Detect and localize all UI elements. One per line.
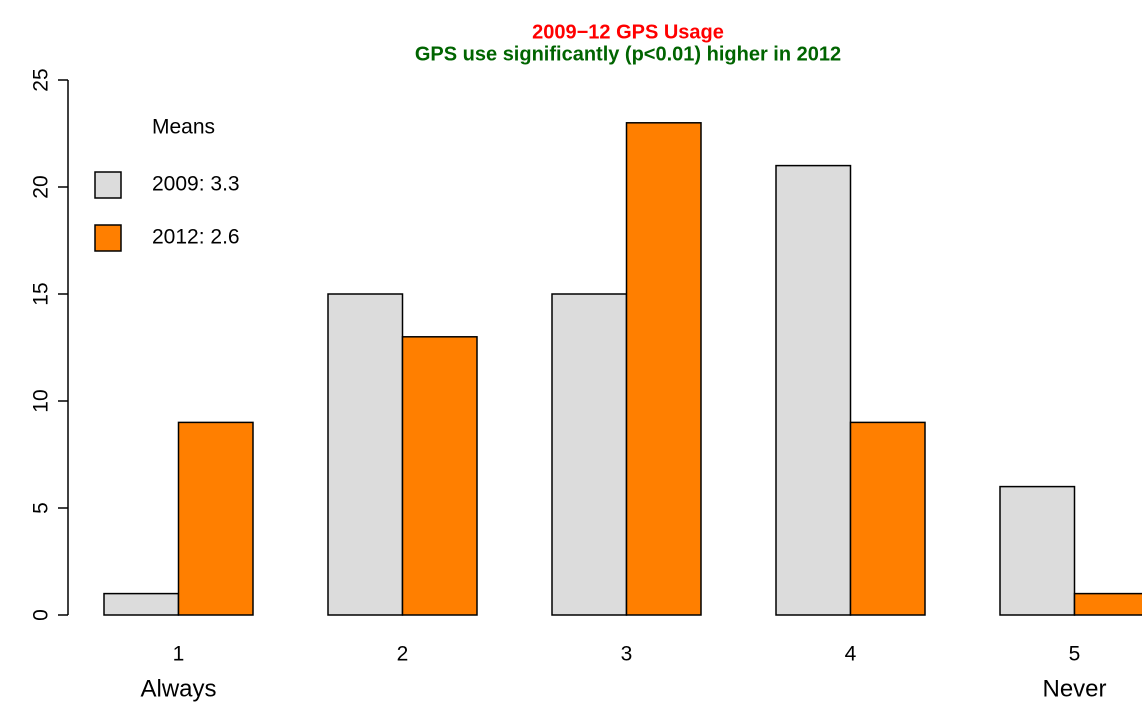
y-tick-label: 0 [30, 609, 53, 621]
y-tick-label: 25 [30, 68, 53, 91]
y-tick-label: 15 [30, 282, 53, 305]
bar [401, 336, 478, 616]
y-tick-label: 10 [30, 389, 53, 412]
x-tick-label: 2 [397, 643, 409, 666]
y-tick-label: 5 [30, 502, 53, 514]
x-category-description: Always [140, 675, 216, 702]
bar [1073, 592, 1142, 616]
bar [551, 293, 628, 616]
bar [625, 122, 702, 616]
bar [775, 164, 852, 616]
x-tick-label: 4 [845, 643, 857, 666]
x-tick-label: 3 [621, 643, 633, 666]
bar [177, 421, 254, 616]
legend-swatch [94, 224, 122, 252]
bar [849, 421, 926, 616]
legend-title: Means [152, 116, 215, 139]
bar [999, 485, 1076, 616]
legend-label: 2012: 2.6 [152, 226, 240, 249]
bar [103, 592, 180, 616]
x-tick-label: 5 [1069, 643, 1081, 666]
legend-swatch [94, 171, 122, 199]
x-category-description: Never [1042, 675, 1106, 702]
legend-label: 2009: 3.3 [152, 173, 240, 196]
chart-title: 2009−12 GPS Usage [532, 21, 724, 43]
chart-subtitle: GPS use significantly (p<0.01) higher in… [415, 43, 841, 65]
bar [327, 293, 404, 616]
y-tick-label: 20 [30, 175, 53, 198]
x-tick-label: 1 [173, 643, 185, 666]
